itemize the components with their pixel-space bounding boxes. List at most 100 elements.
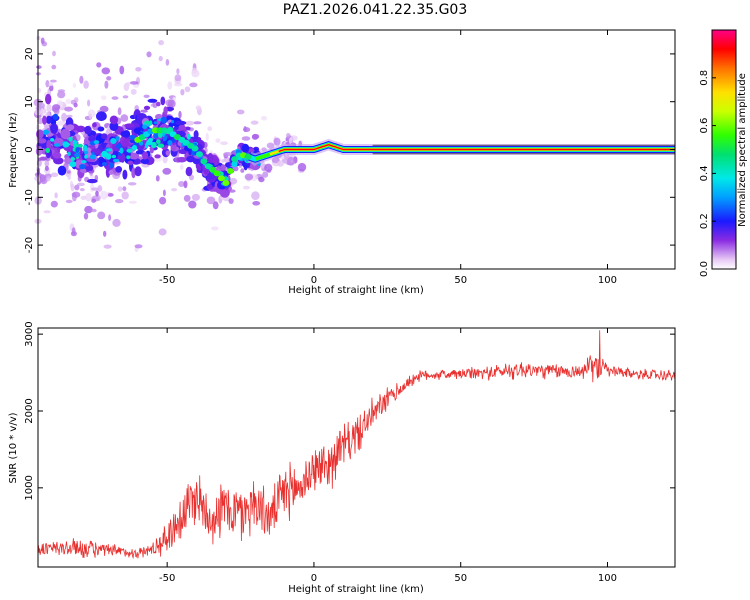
spectrogram-energy-blob xyxy=(142,151,149,160)
colorbar-gradient xyxy=(712,30,736,269)
spectrogram-noise-blob xyxy=(167,99,176,109)
x-tick-label: 50 xyxy=(454,275,467,286)
spectrogram-noise-blob xyxy=(159,196,167,205)
spectrogram-noise-blob xyxy=(207,126,213,132)
spectrogram-noise-blob xyxy=(251,191,260,201)
spectrogram-energy-blob xyxy=(119,147,124,154)
spectrogram-energy-blob xyxy=(153,132,159,139)
spectrogram-noise-blob xyxy=(250,120,259,125)
spectrogram-noise-blob xyxy=(65,199,73,204)
spectrogram-noise-blob xyxy=(51,64,57,70)
colorbar-tick-label: 0.6 xyxy=(699,118,710,134)
spectrogram-noise-blob xyxy=(49,84,54,92)
spectrogram-energy-blob xyxy=(157,131,163,138)
spectrogram-noise-blob xyxy=(117,107,122,116)
spectrogram-energy-blob xyxy=(52,113,59,120)
spectrogram-energy-blob xyxy=(97,126,105,132)
y-tick-label: 3000 xyxy=(24,321,35,346)
spectrogram-energy-blob xyxy=(80,168,87,173)
spectrogram-noise-blob xyxy=(205,132,209,141)
spectrogram-noise-blob xyxy=(83,80,89,89)
spectrogram-noise-blob xyxy=(127,182,137,186)
colorbar-tick-label: 0.8 xyxy=(699,70,710,86)
spectrogram-noise-blob xyxy=(258,176,265,183)
spectrogram-noise-blob xyxy=(87,99,91,107)
spectrogram-noise-blob xyxy=(46,176,51,182)
spectrogram-x-axis: -50 0 50 100 xyxy=(159,30,617,286)
spectrogram-noise-blob xyxy=(158,228,167,236)
snr-x-label: Height of straight line (km) xyxy=(288,584,424,595)
spectrogram-noise-blob xyxy=(174,74,182,82)
spectrogram-energy-blob xyxy=(185,166,193,177)
spectrogram-noise-blob xyxy=(212,201,219,210)
spectrogram-energy-blob xyxy=(147,98,158,103)
spectrogram-energy-blob xyxy=(157,143,165,148)
snr-y-axis: 1000 2000 3000 xyxy=(24,321,675,501)
y-tick-label: 10 xyxy=(24,95,35,108)
spectrogram-noise-blob xyxy=(52,50,56,57)
spectrogram-noise-blob xyxy=(171,188,178,192)
spectrogram-noise-blob xyxy=(134,244,143,249)
spectrogram-noise-blob xyxy=(54,192,58,199)
spectrogram-noise-blob xyxy=(264,163,273,172)
spectrogram-energy-blob xyxy=(151,141,157,149)
spectrogram-energy-blob xyxy=(186,155,196,163)
spectrogram-energy-blob xyxy=(92,122,97,128)
spectrogram-energy-blob xyxy=(101,150,108,158)
spectrogram-noise-blob xyxy=(108,214,112,222)
ridge-spot xyxy=(218,175,225,182)
spectrogram-noise-blob xyxy=(76,182,85,187)
spectrogram-energy-blob xyxy=(57,165,67,176)
spectrogram-energy-blob xyxy=(52,152,62,159)
spectrogram-energy-blob xyxy=(241,143,250,153)
spectrogram-noise-blob xyxy=(107,193,114,197)
spectrogram-noise-blob xyxy=(162,189,166,197)
snr-series-line xyxy=(37,330,676,560)
spectrogram-energy-blob xyxy=(45,93,52,105)
snr-x-axis: -50 0 50 100 xyxy=(159,328,617,584)
spectrogram-noise-blob xyxy=(220,141,228,145)
snr-frame xyxy=(37,327,676,568)
spectrogram-noise-blob xyxy=(43,210,51,214)
ridge-spot xyxy=(244,153,252,160)
spectrogram-noise-blob xyxy=(37,117,44,125)
spectrogram-energy-blob xyxy=(143,105,151,110)
ridge-spot xyxy=(191,145,199,152)
spectrogram-noise-blob xyxy=(287,156,295,166)
spectrogram-y-axis: -20 -10 0 10 20 xyxy=(24,48,675,253)
spectrogram-energy-blob xyxy=(87,178,98,184)
spectrogram-energy-blob xyxy=(193,130,199,139)
spectrogram-noise-blob xyxy=(91,208,97,213)
y-tick-label: 2000 xyxy=(24,398,35,423)
ridge-spot xyxy=(231,156,239,163)
spectrogram-noise-blob xyxy=(50,79,57,83)
spectrogram-energy-blob xyxy=(89,154,96,160)
spectrogram-energy-blob xyxy=(96,111,107,122)
spectrogram-noise-blob xyxy=(176,68,180,75)
spectrogram-energy-blob xyxy=(70,156,76,162)
spectrogram-noise-blob xyxy=(48,82,53,87)
spectrogram-noise-blob xyxy=(126,81,131,87)
spectrogram-energy-blob xyxy=(146,139,153,146)
spectrogram-energy-blob xyxy=(120,130,131,138)
spectrogram-noise-blob xyxy=(111,96,119,100)
spectrogram-noise-blob xyxy=(297,162,307,172)
spectrogram-noise-blob xyxy=(191,193,200,201)
spectrogram-ridge xyxy=(134,127,675,186)
spectrogram-noise-blob xyxy=(140,109,148,113)
spectrogram-energy-blob xyxy=(81,160,87,164)
spectrogram-noise-blob xyxy=(184,86,191,93)
x-tick-label: 0 xyxy=(311,275,317,286)
ridge-spot xyxy=(204,163,212,170)
spectrogram-energy-blob xyxy=(108,162,114,169)
spectrogram-noise-blob xyxy=(64,106,73,112)
spectrogram-noise-blob xyxy=(40,108,45,117)
spectrogram-noise-blob xyxy=(244,173,254,181)
spectrogram-noise-blob xyxy=(57,120,66,126)
spectrogram-noise-blob xyxy=(180,89,185,96)
spectrogram-noise-blob xyxy=(44,160,50,167)
spectrogram-energy-blob xyxy=(154,154,161,159)
spectrogram-noise-blob xyxy=(211,226,219,231)
spectrogram-energy-blob xyxy=(148,120,153,126)
spectrogram-noise-blob xyxy=(106,76,112,81)
